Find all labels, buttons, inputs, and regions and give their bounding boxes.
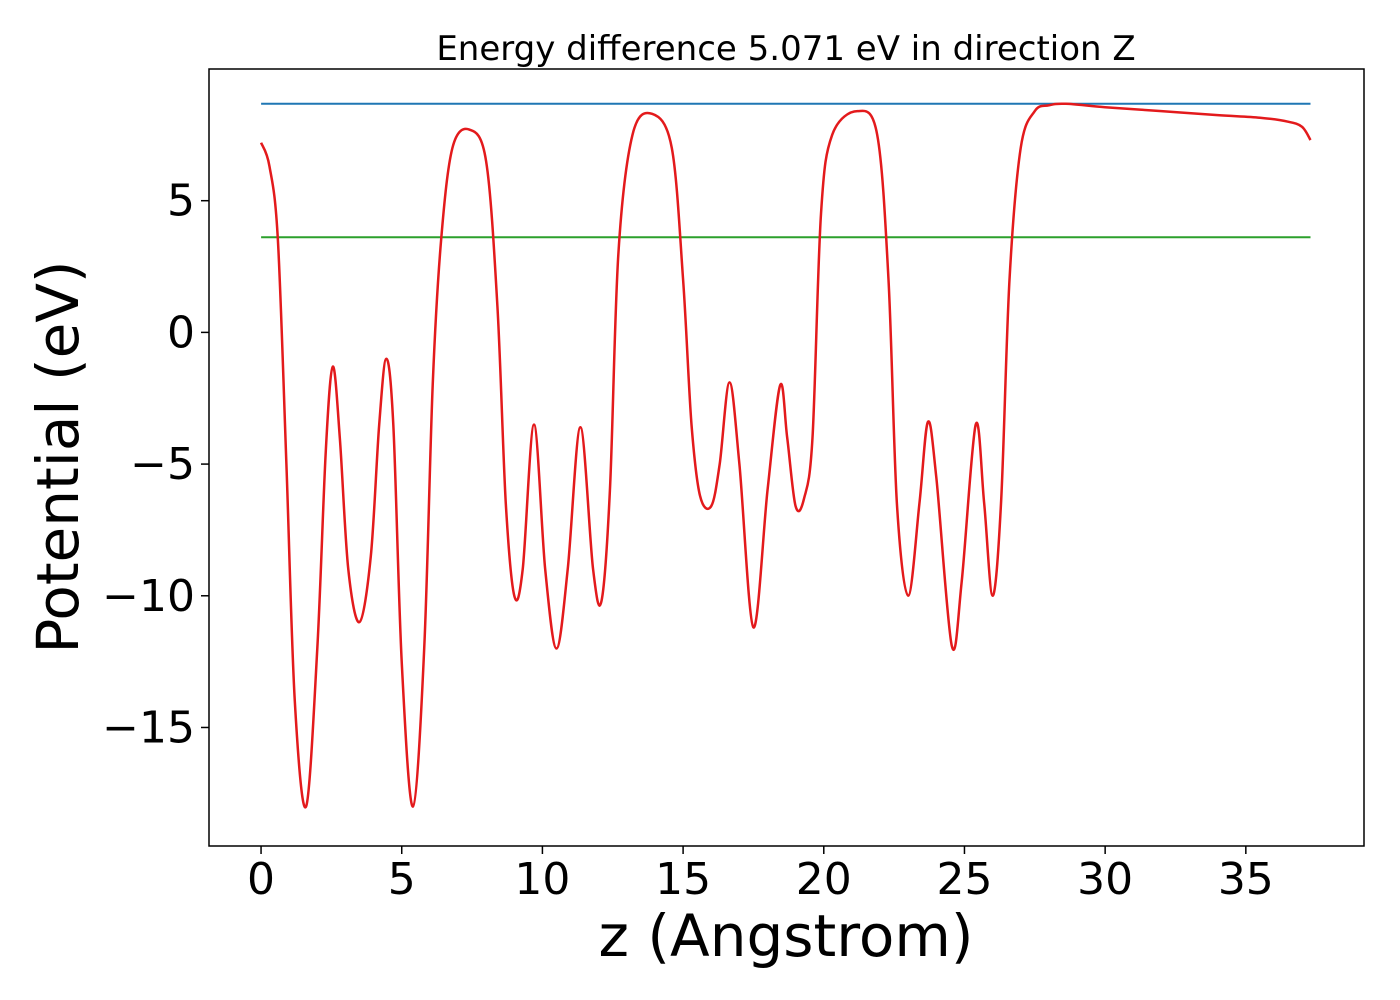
y-tick-label: 5 xyxy=(167,176,195,227)
axes-frame xyxy=(208,68,1365,847)
y-axis: −15 −10 −5 0 5 xyxy=(102,176,209,753)
plot-area xyxy=(259,102,1312,809)
x-axis-label: z (Angstrom) xyxy=(599,902,974,970)
y-axis-label: Potential (eV) xyxy=(24,260,92,653)
x-tick-label: 25 xyxy=(936,854,992,905)
x-tick-label: 10 xyxy=(514,854,570,905)
y-tick-label: −15 xyxy=(102,702,195,753)
x-tick-label: 35 xyxy=(1218,854,1274,905)
x-tick-label: 20 xyxy=(796,854,852,905)
chart-title: Energy difference 5.071 eV in direction … xyxy=(436,29,1135,69)
x-tick-label: 30 xyxy=(1077,854,1133,905)
potential-line xyxy=(259,102,1312,809)
x-axis: 0 5 10 15 20 25 30 35 xyxy=(247,846,1274,905)
x-tick-label: 15 xyxy=(655,854,711,905)
y-tick-label: −10 xyxy=(102,571,195,622)
x-tick-label: 5 xyxy=(388,854,416,905)
x-tick-label: 0 xyxy=(247,854,275,905)
y-tick-label: 0 xyxy=(167,307,195,358)
y-tick-label: −5 xyxy=(130,439,195,490)
